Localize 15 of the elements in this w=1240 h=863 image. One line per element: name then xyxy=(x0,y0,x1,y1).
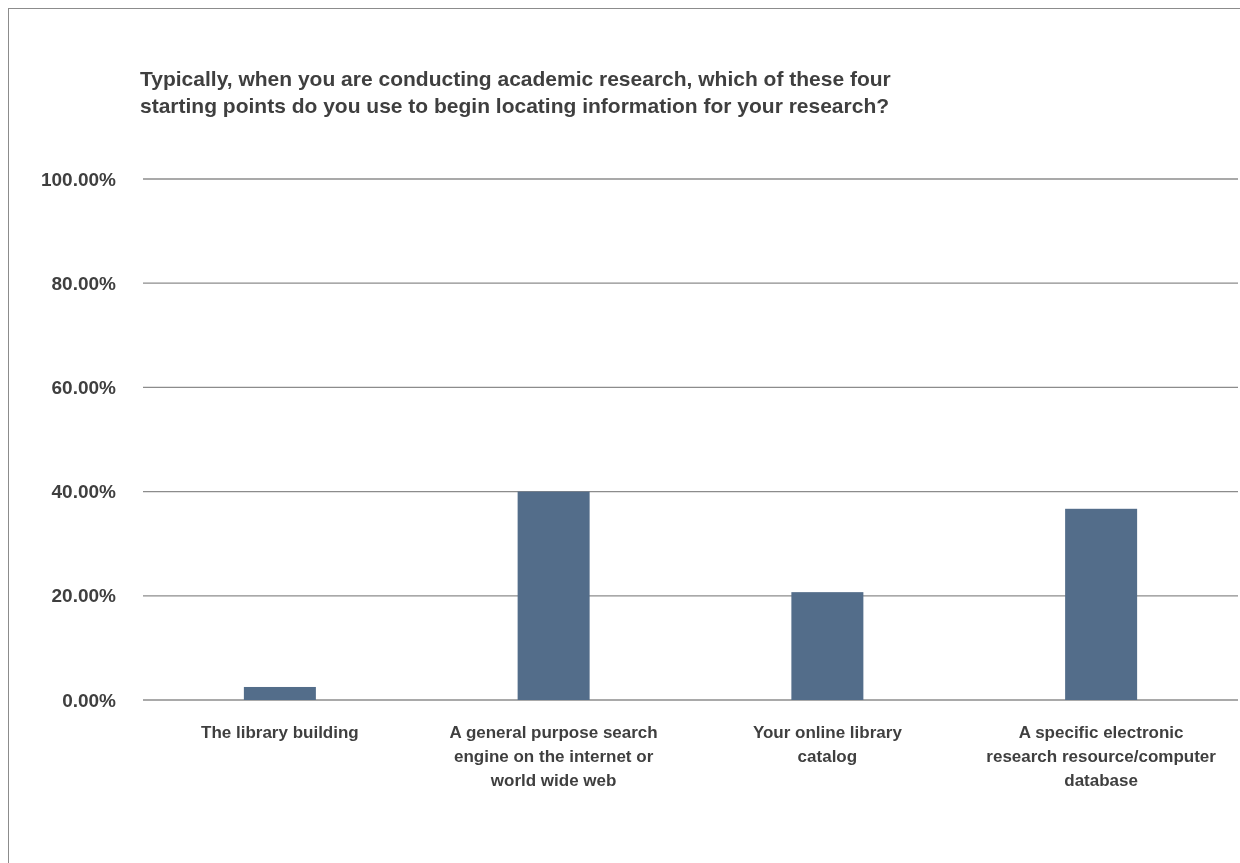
bar xyxy=(791,592,864,700)
x-tick-label: The library building xyxy=(201,723,359,742)
y-tick-label: 60.00% xyxy=(51,377,117,399)
x-tick-label: Your online library catalog xyxy=(752,723,903,766)
chart-title: Typically, when you are conducting academic research, which of these four starting points do you use to begin locating information for your research? xyxy=(140,67,891,117)
bar xyxy=(517,491,590,700)
y-tick-label: 100.00% xyxy=(40,168,117,190)
y-tick-label: 20.00% xyxy=(51,585,117,607)
y-tick-label: 80.00% xyxy=(51,272,117,294)
y-tick-label: 40.00% xyxy=(51,481,117,503)
bar xyxy=(1065,508,1138,700)
bar xyxy=(243,686,316,700)
x-tick-label: A general purpose search engine on the internet or world wide web xyxy=(449,723,658,790)
y-tick-label: 0.00% xyxy=(62,689,117,711)
x-tick-label: A specific electronic research resource/computer database xyxy=(986,723,1217,790)
